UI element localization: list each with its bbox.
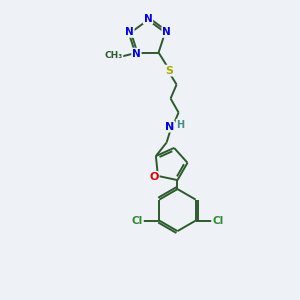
Text: N: N [162,27,171,37]
Text: Cl: Cl [212,216,223,226]
Text: N: N [144,14,152,23]
Text: N: N [132,49,141,58]
Text: S: S [166,66,174,76]
Text: Cl: Cl [132,216,143,226]
Text: N: N [125,27,134,37]
Text: H: H [176,120,184,130]
Text: O: O [149,172,159,182]
Text: CH₃: CH₃ [104,51,122,60]
Text: N: N [165,122,174,132]
